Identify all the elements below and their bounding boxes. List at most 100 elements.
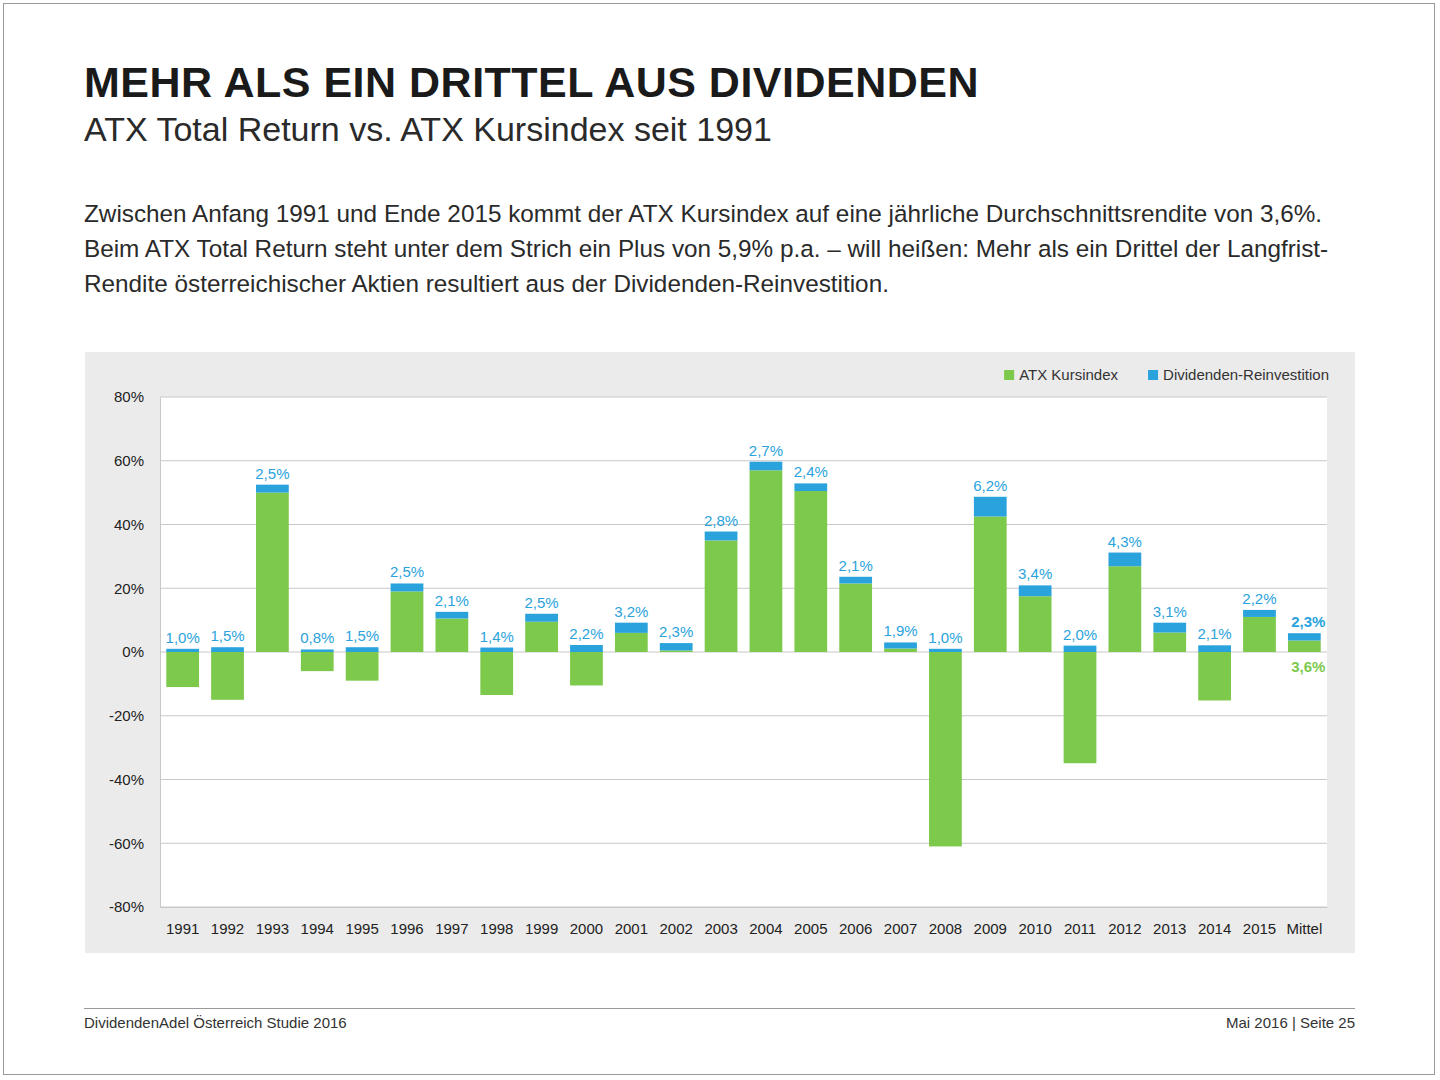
data-label: 2,1% — [1198, 625, 1232, 642]
x-tick-label: 2013 — [1153, 920, 1186, 937]
bar — [884, 648, 917, 652]
bar — [1019, 596, 1052, 652]
y-axis: -80%-60%-40%-20%0%20%40%60%80% — [109, 388, 161, 915]
bar — [256, 493, 289, 652]
x-tick: 2010 — [1018, 907, 1051, 937]
grid-line — [160, 588, 1327, 589]
bar — [660, 650, 693, 652]
subtitle: ATX Total Return vs. ATX Kursindex seit … — [84, 110, 772, 149]
y-tick: -40% — [109, 771, 160, 788]
bar — [974, 497, 1007, 517]
x-tick-label: 2004 — [749, 920, 782, 937]
bar — [391, 583, 424, 591]
x-tick-label: 2001 — [615, 920, 648, 937]
bar — [435, 619, 468, 652]
data-label: 2,2% — [1242, 590, 1276, 607]
bar — [480, 648, 513, 652]
data-label: 2,0% — [1063, 626, 1097, 643]
x-axis-line — [161, 907, 1328, 908]
grid — [160, 397, 1327, 907]
grid-line — [160, 460, 1327, 461]
data-labels: 3,6%1,0%1,5%2,5%0,8%1,5%2,5%2,1%1,4%2,5%… — [166, 442, 1326, 675]
y-tick: 0% — [122, 643, 160, 660]
bar — [570, 645, 603, 652]
y-tick-label: 80% — [114, 388, 144, 405]
x-tick: 1995 — [345, 907, 378, 937]
bar — [1153, 633, 1186, 652]
y-tick-label: 0% — [122, 643, 144, 660]
x-tick-label: 1995 — [345, 920, 378, 937]
series-bars — [166, 462, 1320, 652]
data-label: 1,0% — [166, 629, 200, 646]
bar — [480, 652, 513, 695]
x-tick: Mittel — [1286, 907, 1322, 937]
y-tick-label: -60% — [109, 835, 144, 852]
bar — [1153, 623, 1186, 633]
y-tick: -20% — [109, 707, 160, 724]
y-tick-label: -80% — [109, 898, 144, 915]
plot-background — [160, 397, 1327, 907]
x-tick: 1999 — [525, 907, 558, 937]
bar — [750, 470, 783, 652]
x-tick: 2009 — [974, 907, 1007, 937]
y-tick-label: 40% — [114, 516, 144, 533]
bar — [1064, 646, 1097, 652]
bar — [301, 649, 334, 652]
x-tick: 1998 — [480, 907, 513, 937]
bar — [794, 491, 827, 652]
bar — [839, 583, 872, 652]
bar — [1288, 641, 1321, 652]
bar — [346, 647, 379, 652]
x-tick: 1993 — [256, 907, 289, 937]
data-label: 3,4% — [1018, 565, 1052, 582]
bar — [1243, 617, 1276, 652]
x-tick-label: 2005 — [794, 920, 827, 937]
x-tick-label: 1991 — [166, 920, 199, 937]
x-tick: 2002 — [660, 907, 693, 937]
x-tick-label: 1992 — [211, 920, 244, 937]
x-tick: 2003 — [704, 907, 737, 937]
bar — [166, 649, 199, 652]
bar — [839, 577, 872, 584]
y-tick: 80% — [114, 388, 160, 405]
y-tick: 40% — [114, 516, 160, 533]
data-label: 2,7% — [749, 442, 783, 459]
legend-swatch — [1004, 370, 1014, 380]
footer-rule — [84, 1008, 1355, 1009]
bar — [211, 652, 244, 700]
x-tick-label: 1996 — [390, 920, 423, 937]
x-tick-label: 2002 — [660, 920, 693, 937]
panel-background — [85, 352, 1355, 953]
bar — [1198, 645, 1231, 652]
bar — [1243, 610, 1276, 617]
grid-line — [160, 907, 1327, 908]
y-tick-label: -20% — [109, 707, 144, 724]
data-label: 2,3% — [659, 623, 693, 640]
x-tick: 2007 — [884, 907, 917, 937]
data-label: 2,3% — [1291, 613, 1325, 630]
x-tick: 2012 — [1108, 907, 1141, 937]
data-label: 2,5% — [255, 465, 289, 482]
bar — [346, 652, 379, 681]
data-label: 6,2% — [973, 477, 1007, 494]
x-tick: 1992 — [211, 907, 244, 937]
bar — [929, 649, 962, 652]
bar — [570, 652, 603, 685]
data-label: 2,5% — [390, 563, 424, 580]
bar — [1108, 553, 1141, 567]
bar — [615, 633, 648, 652]
bar — [750, 462, 783, 471]
data-label: 4,3% — [1108, 533, 1142, 550]
bar — [1064, 652, 1097, 763]
chart: -80%-60%-40%-20%0%20%40%60%80%1991199219… — [0, 0, 1440, 1080]
data-label: 1,0% — [928, 629, 962, 646]
x-tick-label: Mittel — [1286, 920, 1322, 937]
x-tick: 1997 — [435, 907, 468, 937]
x-tick-label: 2012 — [1108, 920, 1141, 937]
data-label: 2,8% — [704, 512, 738, 529]
bar — [301, 652, 334, 671]
x-tick-label: 2014 — [1198, 920, 1231, 937]
x-tick: 1994 — [301, 907, 334, 937]
x-tick: 2011 — [1064, 907, 1096, 937]
y-tick: 20% — [114, 580, 160, 597]
